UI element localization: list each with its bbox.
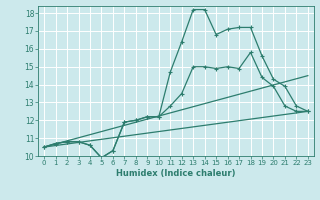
X-axis label: Humidex (Indice chaleur): Humidex (Indice chaleur) xyxy=(116,169,236,178)
